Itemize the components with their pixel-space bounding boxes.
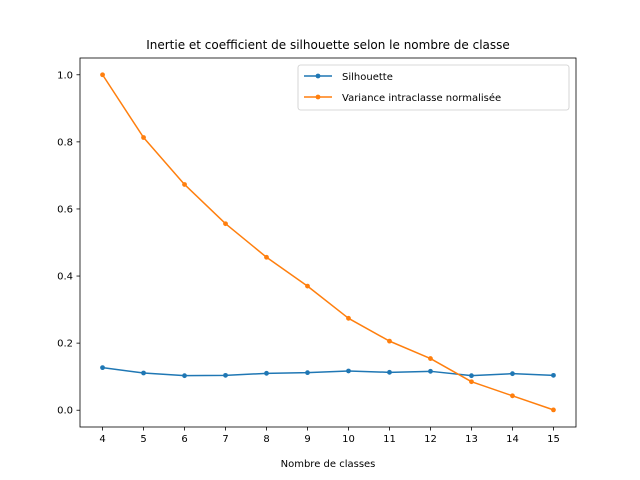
y-axis: 0.0 0.2 0.4 0.6 0.8 1.0 (57, 70, 80, 417)
data-point (469, 379, 474, 385)
legend-marker (315, 94, 321, 100)
x-tick-label: 7 (222, 434, 228, 445)
x-axis: 4 5 6 7 8 9 10 11 12 13 14 15 (99, 427, 560, 445)
y-tick-label: 0.8 (57, 137, 73, 148)
x-tick-label: 6 (181, 434, 187, 445)
x-tick-label: 4 (99, 434, 105, 445)
data-point (264, 370, 269, 376)
data-point (551, 407, 556, 413)
series-layer (100, 72, 556, 413)
chart-title: Inertie et coefficient de silhouette sel… (146, 38, 510, 52)
x-tick-label: 14 (506, 434, 519, 445)
plot-area (79, 57, 577, 428)
legend-entry: Variance intraclasse normalisée (304, 92, 501, 104)
data-point (469, 373, 474, 379)
data-point (141, 370, 146, 376)
y-tick-label: 0.2 (57, 339, 73, 350)
axes-frame (79, 57, 577, 428)
data-point (223, 372, 228, 378)
data-point (100, 365, 105, 371)
x-tick-label: 10 (342, 434, 355, 445)
data-point (305, 283, 310, 289)
data-point (510, 393, 515, 399)
series-silhouette (100, 365, 556, 379)
x-tick-label: 5 (140, 434, 146, 445)
x-tick-label: 11 (383, 434, 396, 445)
data-point (428, 368, 433, 374)
x-tick-label: 13 (465, 434, 478, 445)
y-tick-label: 1.0 (57, 70, 73, 81)
data-point (551, 372, 556, 378)
x-tick-label: 8 (263, 434, 269, 445)
data-point (510, 371, 515, 377)
series-variance (100, 72, 556, 413)
data-point (100, 72, 105, 78)
x-tick-label: 15 (547, 434, 560, 445)
legend-label: Silhouette (342, 72, 393, 83)
data-point (182, 182, 187, 187)
x-axis-label: Nombre de classes (281, 459, 376, 470)
series-line (101, 74, 554, 411)
data-point (346, 368, 351, 374)
x-tick-label: 12 (424, 434, 437, 445)
data-point (428, 356, 433, 361)
y-tick-label: 0.4 (57, 272, 73, 283)
series-line (102, 366, 554, 377)
data-point (387, 369, 392, 375)
data-point (182, 373, 187, 379)
legend-label: Variance intraclasse normalisée (342, 92, 501, 104)
y-tick-label: 0.0 (57, 406, 73, 417)
data-point (346, 315, 351, 321)
legend-marker (315, 73, 321, 79)
legend: Silhouette Variance intraclasse normalisé… (297, 64, 570, 111)
data-point (223, 221, 228, 227)
legend-entry: Silhouette (304, 72, 393, 83)
y-tick-label: 0.6 (57, 204, 73, 215)
data-point (264, 254, 269, 260)
x-tick-label: 9 (304, 434, 310, 445)
data-point (305, 370, 310, 376)
data-point (387, 338, 392, 344)
data-point (141, 135, 146, 140)
legend-box (297, 64, 570, 111)
